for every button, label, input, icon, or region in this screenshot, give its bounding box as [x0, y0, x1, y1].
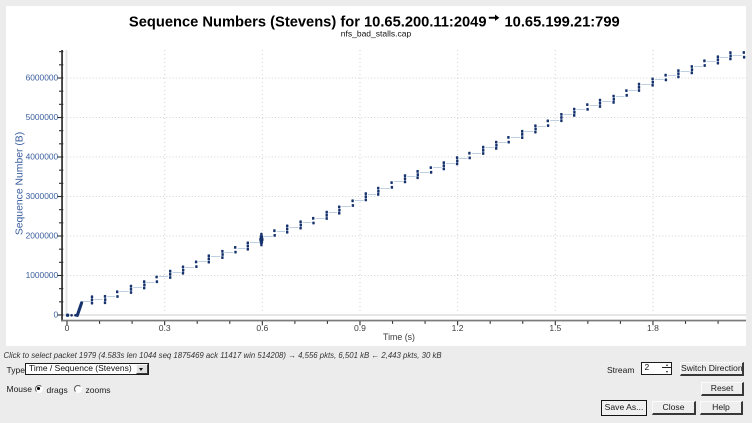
svg-text:6000000: 6000000	[26, 73, 59, 83]
svg-text:Time (s): Time (s)	[383, 332, 415, 342]
svg-text:1.2: 1.2	[452, 323, 464, 333]
svg-text:0: 0	[54, 310, 59, 320]
svg-text:0.3: 0.3	[159, 323, 171, 333]
svg-text:Sequence Numbers (Stevens) for: Sequence Numbers (Stevens) for 10.65.200…	[129, 15, 487, 31]
svg-text:Sequence Number (B): Sequence Number (B)	[14, 132, 25, 235]
svg-text:nfs_bad_stalls.cap: nfs_bad_stalls.cap	[341, 28, 412, 38]
svg-text:1.5: 1.5	[549, 323, 561, 333]
svg-text:2000000: 2000000	[26, 231, 59, 241]
svg-text:10.65.199.21:799: 10.65.199.21:799	[505, 15, 620, 31]
svg-text:1.8: 1.8	[647, 323, 659, 333]
svg-text:4000000: 4000000	[26, 152, 59, 162]
svg-text:5000000: 5000000	[26, 112, 59, 122]
svg-text:0.6: 0.6	[256, 323, 268, 333]
svg-text:0: 0	[65, 323, 70, 333]
svg-text:0.9: 0.9	[354, 323, 366, 333]
svg-text:1000000: 1000000	[26, 270, 59, 280]
svg-text:3000000: 3000000	[26, 191, 59, 201]
